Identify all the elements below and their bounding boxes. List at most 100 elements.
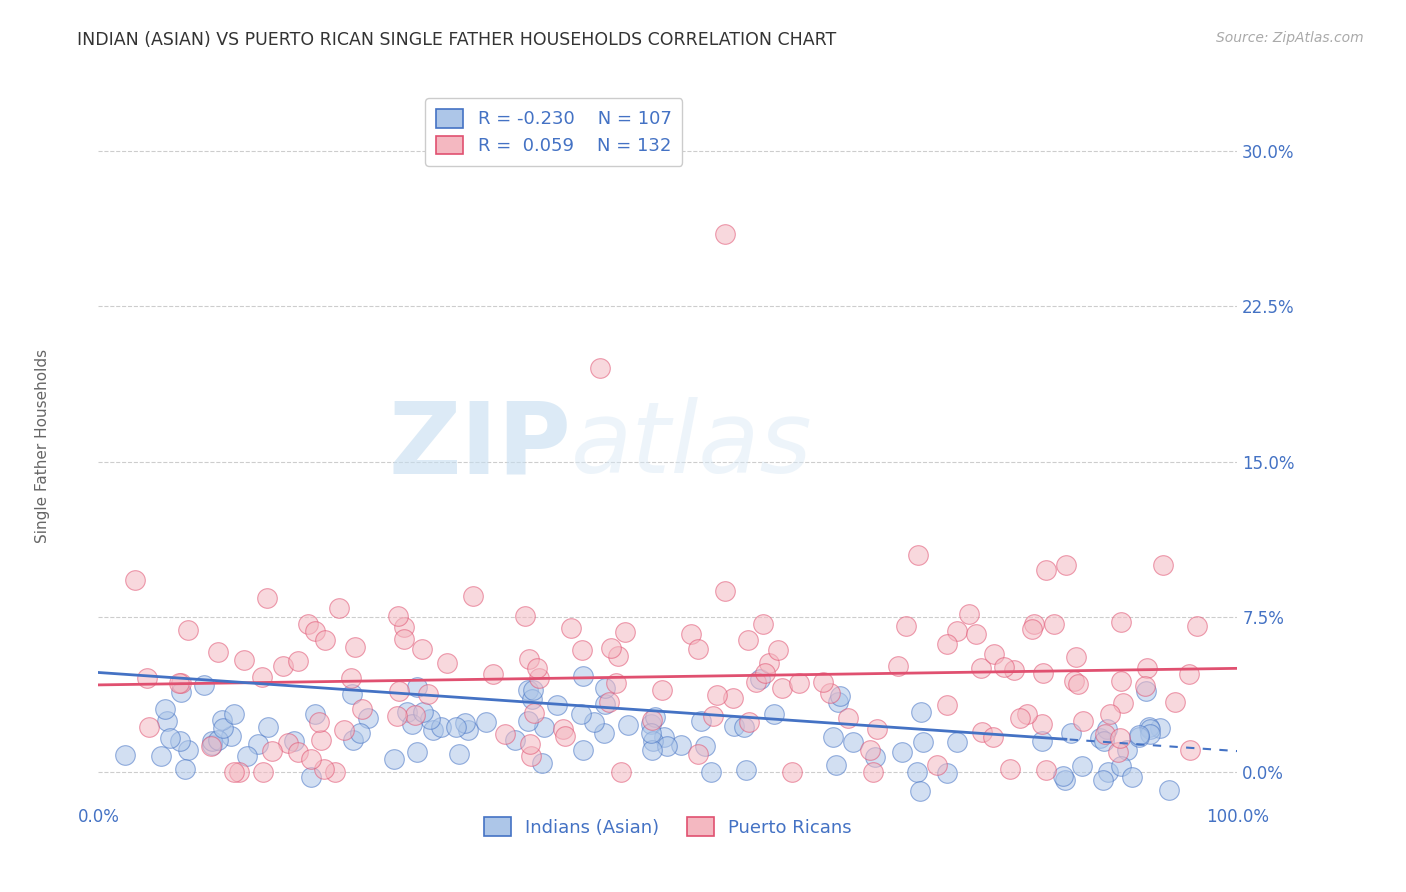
Point (554, 729, 576, 743)
Point (910, 783, 932, 797)
Point (600, 640, 623, 655)
Point (342, 687, 364, 701)
Point (981, 730, 1004, 744)
Point (344, 640, 367, 655)
Point (201, 733, 224, 747)
Point (588, 361, 610, 376)
Point (1092, 734, 1115, 748)
Point (723, 718, 745, 732)
Point (706, 688, 728, 702)
Point (454, 715, 477, 730)
Point (768, 643, 790, 657)
Point (308, 714, 330, 729)
Point (447, 747, 470, 762)
Point (135, 671, 157, 685)
Point (907, 764, 929, 779)
Point (271, 659, 294, 673)
Point (714, 227, 737, 241)
Point (758, 656, 780, 670)
Point (640, 726, 662, 740)
Point (644, 710, 666, 724)
Point (257, 720, 280, 734)
Point (277, 736, 299, 750)
Point (823, 730, 845, 744)
Point (1071, 714, 1094, 728)
Point (173, 762, 195, 776)
Point (247, 737, 270, 751)
Point (640, 716, 662, 731)
Point (571, 643, 593, 657)
Point (714, 584, 737, 599)
Point (224, 707, 246, 722)
Point (1090, 731, 1112, 745)
Point (401, 717, 423, 731)
Point (643, 734, 665, 748)
Point (887, 658, 910, 673)
Point (610, 764, 633, 779)
Point (219, 729, 242, 743)
Point (169, 676, 191, 690)
Point (1067, 677, 1090, 691)
Point (155, 714, 177, 728)
Point (1164, 695, 1187, 709)
Point (416, 687, 439, 701)
Point (1159, 783, 1181, 797)
Point (340, 671, 363, 685)
Point (207, 644, 229, 658)
Point (406, 680, 429, 694)
Point (751, 617, 773, 632)
Point (891, 745, 914, 759)
Point (593, 681, 616, 695)
Point (520, 691, 543, 706)
Text: Source: ZipAtlas.com: Source: ZipAtlas.com (1216, 31, 1364, 45)
Point (1135, 679, 1157, 693)
Point (527, 672, 550, 686)
Point (935, 698, 957, 712)
Point (503, 732, 526, 747)
Point (212, 721, 235, 735)
Point (936, 637, 959, 651)
Point (207, 732, 229, 747)
Point (894, 619, 917, 633)
Point (1177, 667, 1199, 681)
Point (686, 747, 709, 761)
Point (149, 749, 172, 764)
Point (1059, 725, 1081, 739)
Point (945, 624, 967, 639)
Point (193, 677, 215, 691)
Point (114, 748, 136, 763)
Point (385, 709, 408, 723)
Point (787, 675, 810, 690)
Point (342, 732, 364, 747)
Point (1137, 720, 1160, 734)
Point (177, 623, 200, 637)
Point (733, 720, 755, 734)
Point (170, 675, 193, 690)
Point (965, 626, 987, 640)
Point (252, 764, 274, 779)
Point (494, 726, 516, 740)
Point (323, 764, 346, 779)
Point (201, 738, 224, 752)
Point (827, 695, 849, 709)
Point (299, 752, 322, 766)
Point (859, 743, 882, 757)
Point (617, 718, 640, 732)
Text: INDIAN (ASIAN) VS PUERTO RICAN SINGLE FATHER HOUSEHOLDS CORRELATION CHART: INDIAN (ASIAN) VS PUERTO RICAN SINGLE FA… (77, 31, 837, 49)
Point (1135, 684, 1157, 698)
Point (1185, 619, 1208, 633)
Point (530, 756, 553, 771)
Point (652, 730, 675, 744)
Point (526, 661, 548, 675)
Point (430, 720, 453, 734)
Point (520, 749, 543, 764)
Point (236, 748, 259, 763)
Point (533, 720, 555, 734)
Point (1031, 717, 1053, 731)
Point (516, 683, 538, 698)
Point (553, 722, 575, 736)
Point (1109, 759, 1132, 773)
Point (1107, 745, 1129, 759)
Point (1111, 615, 1133, 629)
Point (422, 723, 444, 737)
